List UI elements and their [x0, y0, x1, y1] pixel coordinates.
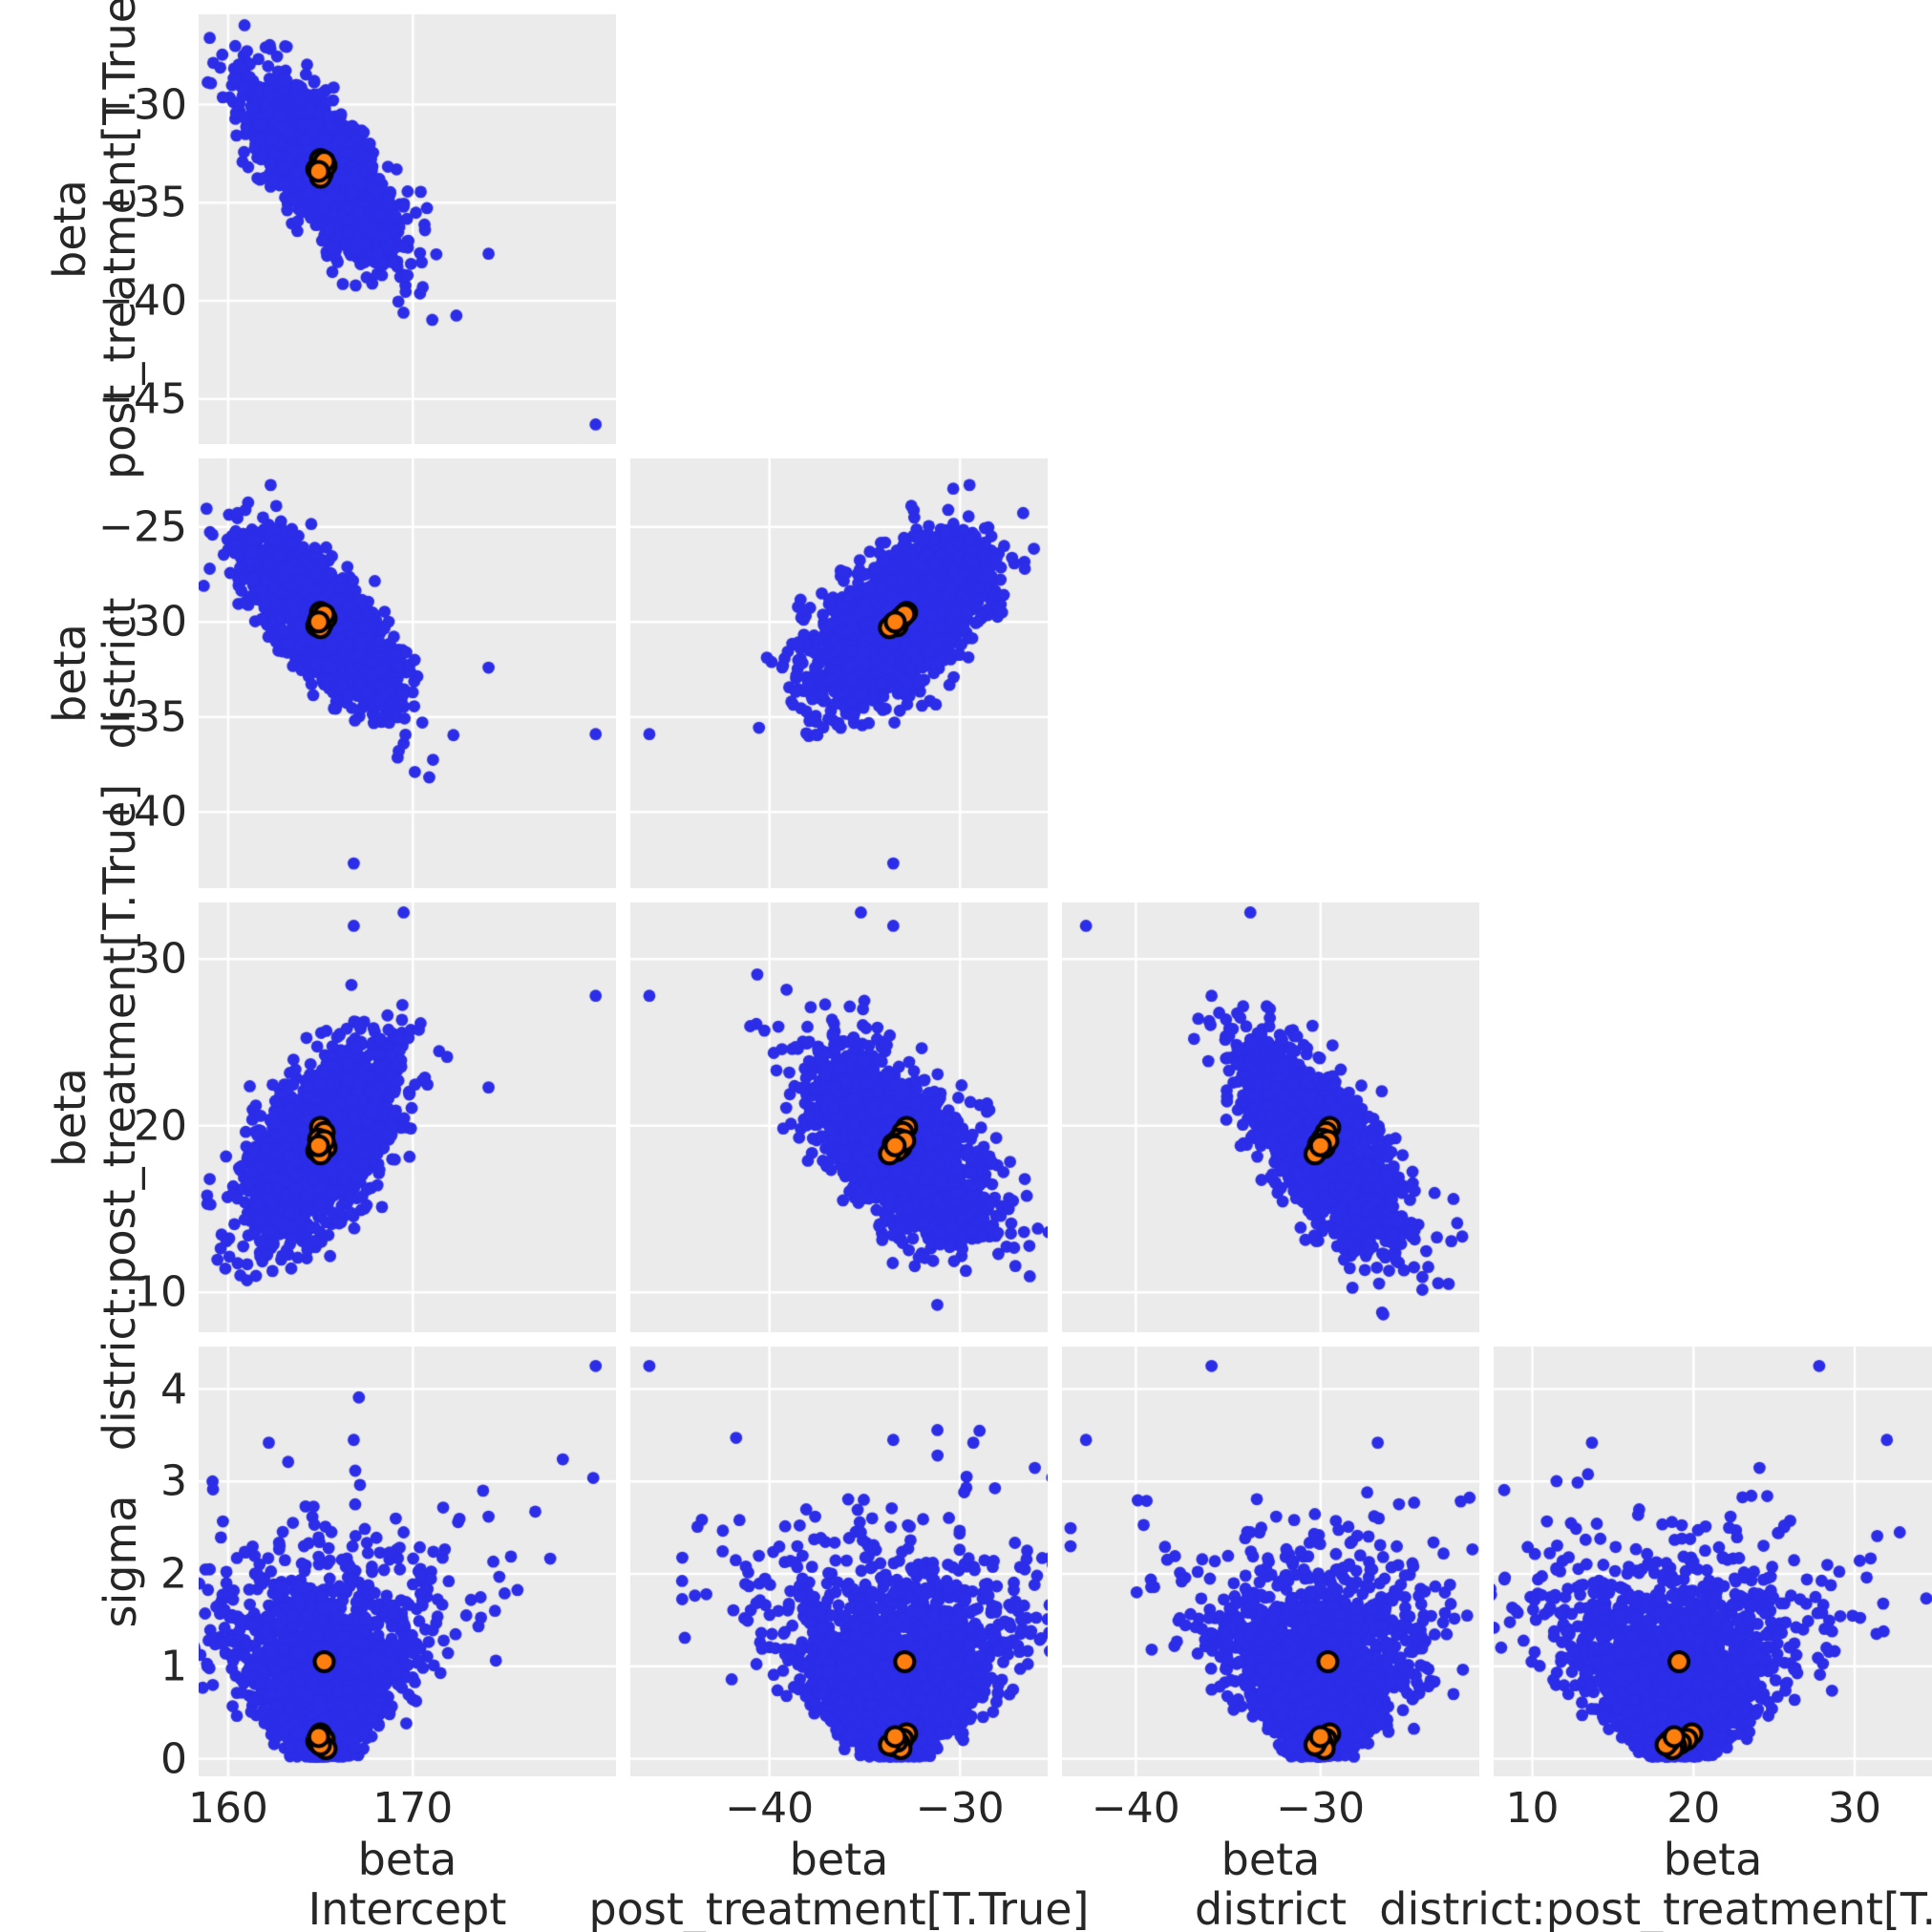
x-axis-label-line: Intercept	[308, 1882, 507, 1932]
x-axis-label-line: district:post_treatment[T.True]	[1379, 1882, 1932, 1932]
y-axis-label-line: post_treatment[T.True]	[94, 0, 145, 479]
panel-district_post-vs-post_treatment	[630, 902, 1048, 1332]
x-tick-label: 10	[1505, 1784, 1560, 1833]
y-axis-label-line: beta	[44, 624, 96, 723]
y-axis-label-post_treatment: beta post_treatment[T.True]	[44, 0, 145, 479]
y-tick-label: −30	[98, 80, 187, 130]
panel-district_post-vs-district	[1062, 902, 1479, 1332]
y-tick-label: −35	[98, 178, 187, 227]
panel-district-vs-intercept	[199, 458, 616, 888]
y-tick-label: −40	[98, 276, 187, 326]
panel-post_treatment-vs-intercept	[199, 14, 616, 444]
x-tick-label: 20	[1667, 1784, 1721, 1833]
scatter-canvas	[199, 902, 616, 1332]
x-axis-label-post_treatment: beta post_treatment[T.True]	[588, 1834, 1090, 1932]
x-axis-label-line: beta	[1221, 1834, 1321, 1885]
x-tick-label: −30	[1276, 1784, 1366, 1833]
x-tick-label: 30	[1828, 1784, 1881, 1833]
scatter-canvas	[630, 1347, 1048, 1776]
y-tick-label: −45	[98, 374, 187, 424]
y-axis-label-line: beta	[44, 180, 96, 279]
y-tick-label: 10	[134, 1267, 187, 1317]
y-tick-label: −35	[98, 692, 187, 742]
y-tick-label: 30	[134, 934, 187, 984]
y-tick-label: 20	[134, 1101, 187, 1151]
scatter-canvas	[630, 458, 1048, 888]
y-axis-label-line: district	[94, 597, 145, 750]
panel-district_post-vs-intercept	[199, 902, 616, 1332]
panel-sigma-vs-district_post	[1494, 1347, 1932, 1776]
x-axis-label-district: beta district	[1194, 1834, 1348, 1932]
x-axis-label-intercept: beta Intercept	[308, 1834, 507, 1932]
y-tick-label: 2	[160, 1549, 187, 1599]
x-axis-label-line: beta	[789, 1834, 889, 1885]
x-tick-label: 170	[372, 1784, 454, 1833]
y-axis-label-line: district:post_treatment[T.True]	[94, 783, 145, 1452]
x-axis-label-line: beta	[357, 1834, 457, 1885]
scatter-canvas	[1494, 1347, 1932, 1776]
y-tick-label: 4	[160, 1365, 187, 1414]
x-axis-label-line: district	[1194, 1882, 1348, 1932]
y-tick-label: 3	[160, 1456, 187, 1506]
scatter-canvas	[1062, 902, 1479, 1332]
y-tick-label: −40	[98, 787, 187, 837]
y-tick-label: −25	[98, 502, 187, 552]
y-axis-label-district: beta district	[44, 597, 145, 750]
x-tick-label: −30	[915, 1784, 1005, 1833]
panel-sigma-vs-district	[1062, 1347, 1479, 1776]
y-axis-label-district_post: beta district:post_treatment[T.True]	[44, 783, 145, 1452]
x-tick-label: −40	[1091, 1784, 1180, 1833]
panel-district-vs-post_treatment	[630, 458, 1048, 888]
scatter-canvas	[199, 14, 616, 444]
scatter-canvas	[630, 902, 1048, 1332]
panel-sigma-vs-post_treatment	[630, 1347, 1048, 1776]
x-axis-label-line: beta	[1663, 1834, 1763, 1885]
panel-sigma-vs-intercept	[199, 1347, 616, 1776]
scatter-canvas	[199, 1347, 616, 1776]
scatter-canvas	[199, 458, 616, 888]
x-tick-label: 160	[187, 1784, 268, 1833]
y-tick-label: 1	[160, 1642, 187, 1691]
y-axis-label-sigma: sigma	[95, 1495, 147, 1628]
y-tick-label: 0	[160, 1734, 187, 1784]
x-axis-label-line: post_treatment[T.True]	[588, 1882, 1090, 1932]
x-tick-label: −40	[725, 1784, 815, 1833]
y-axis-label-line: beta	[44, 1068, 96, 1167]
y-axis-label-line: sigma	[95, 1495, 147, 1628]
y-tick-label: −30	[98, 597, 187, 647]
scatter-canvas	[1062, 1347, 1479, 1776]
